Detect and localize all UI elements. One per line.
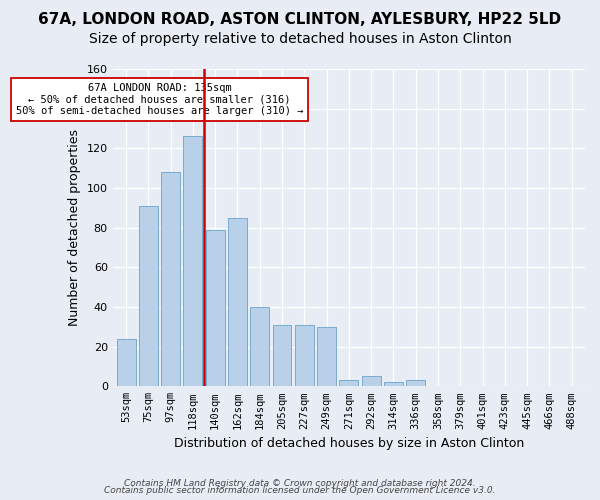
Bar xyxy=(272,325,292,386)
Bar xyxy=(184,136,202,386)
Text: Contains public sector information licensed under the Open Government Licence v3: Contains public sector information licen… xyxy=(104,486,496,495)
Bar xyxy=(317,327,336,386)
Bar xyxy=(384,382,403,386)
Y-axis label: Number of detached properties: Number of detached properties xyxy=(68,129,81,326)
Bar xyxy=(228,218,247,386)
Bar xyxy=(139,206,158,386)
Bar xyxy=(116,338,136,386)
Bar xyxy=(250,307,269,386)
Text: Contains HM Land Registry data © Crown copyright and database right 2024.: Contains HM Land Registry data © Crown c… xyxy=(124,478,476,488)
X-axis label: Distribution of detached houses by size in Aston Clinton: Distribution of detached houses by size … xyxy=(174,437,524,450)
Text: 67A, LONDON ROAD, ASTON CLINTON, AYLESBURY, HP22 5LD: 67A, LONDON ROAD, ASTON CLINTON, AYLESBU… xyxy=(38,12,562,28)
Bar xyxy=(406,380,425,386)
Text: Size of property relative to detached houses in Aston Clinton: Size of property relative to detached ho… xyxy=(89,32,511,46)
Bar xyxy=(161,172,180,386)
Bar xyxy=(340,380,358,386)
Bar xyxy=(295,325,314,386)
Text: 67A LONDON ROAD: 135sqm
← 50% of detached houses are smaller (316)
50% of semi-d: 67A LONDON ROAD: 135sqm ← 50% of detache… xyxy=(16,83,303,116)
Bar xyxy=(206,230,224,386)
Bar xyxy=(362,376,380,386)
